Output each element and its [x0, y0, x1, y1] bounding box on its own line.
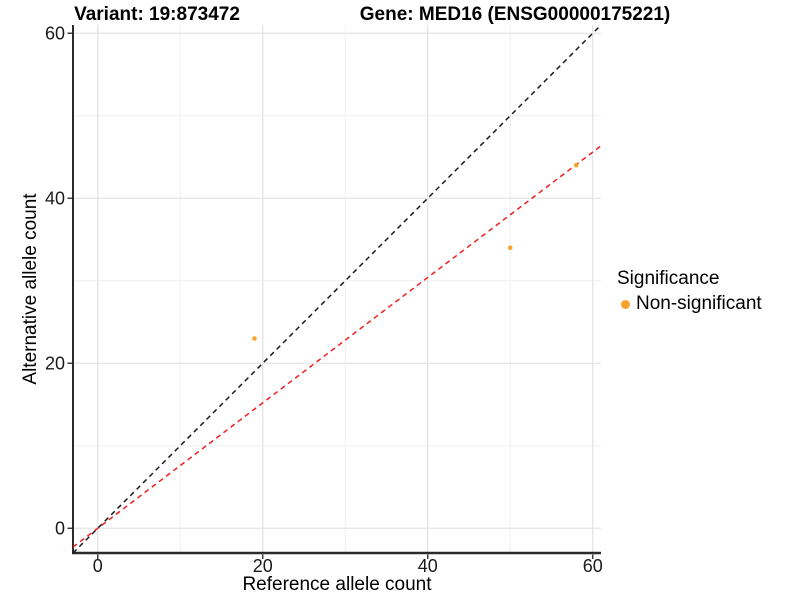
- legend-point-icon: [621, 299, 630, 309]
- data-point: [507, 245, 513, 251]
- legend: Significance Non-significant: [617, 268, 762, 315]
- x-tick-label: 40: [418, 556, 438, 576]
- x-axis-title: Reference allele count: [242, 574, 432, 595]
- x-tick-label: 20: [253, 556, 273, 576]
- y-tick-label: 0: [55, 518, 65, 538]
- legend-title: Significance: [617, 268, 720, 289]
- x-tick-label: 60: [583, 556, 603, 576]
- legend-item-label: Non-significant: [636, 293, 762, 314]
- data-point: [573, 162, 579, 168]
- x-tick-label: 0: [93, 556, 103, 576]
- y-axis-title: Alternative allele count: [20, 193, 41, 385]
- variant-title: Variant: 19:873472: [74, 4, 240, 25]
- gene-title: Gene: MED16 (ENSG00000175221): [359, 4, 671, 25]
- legend-items: Non-significant: [617, 293, 762, 315]
- fit-line: [72, 145, 602, 548]
- data-point: [252, 336, 257, 341]
- legend-item: Non-significant: [617, 293, 762, 315]
- identity-line: [72, 24, 602, 554]
- y-tick-label: 40: [45, 188, 65, 208]
- y-tick-label: 60: [45, 23, 65, 43]
- y-tick-label: 20: [45, 353, 65, 373]
